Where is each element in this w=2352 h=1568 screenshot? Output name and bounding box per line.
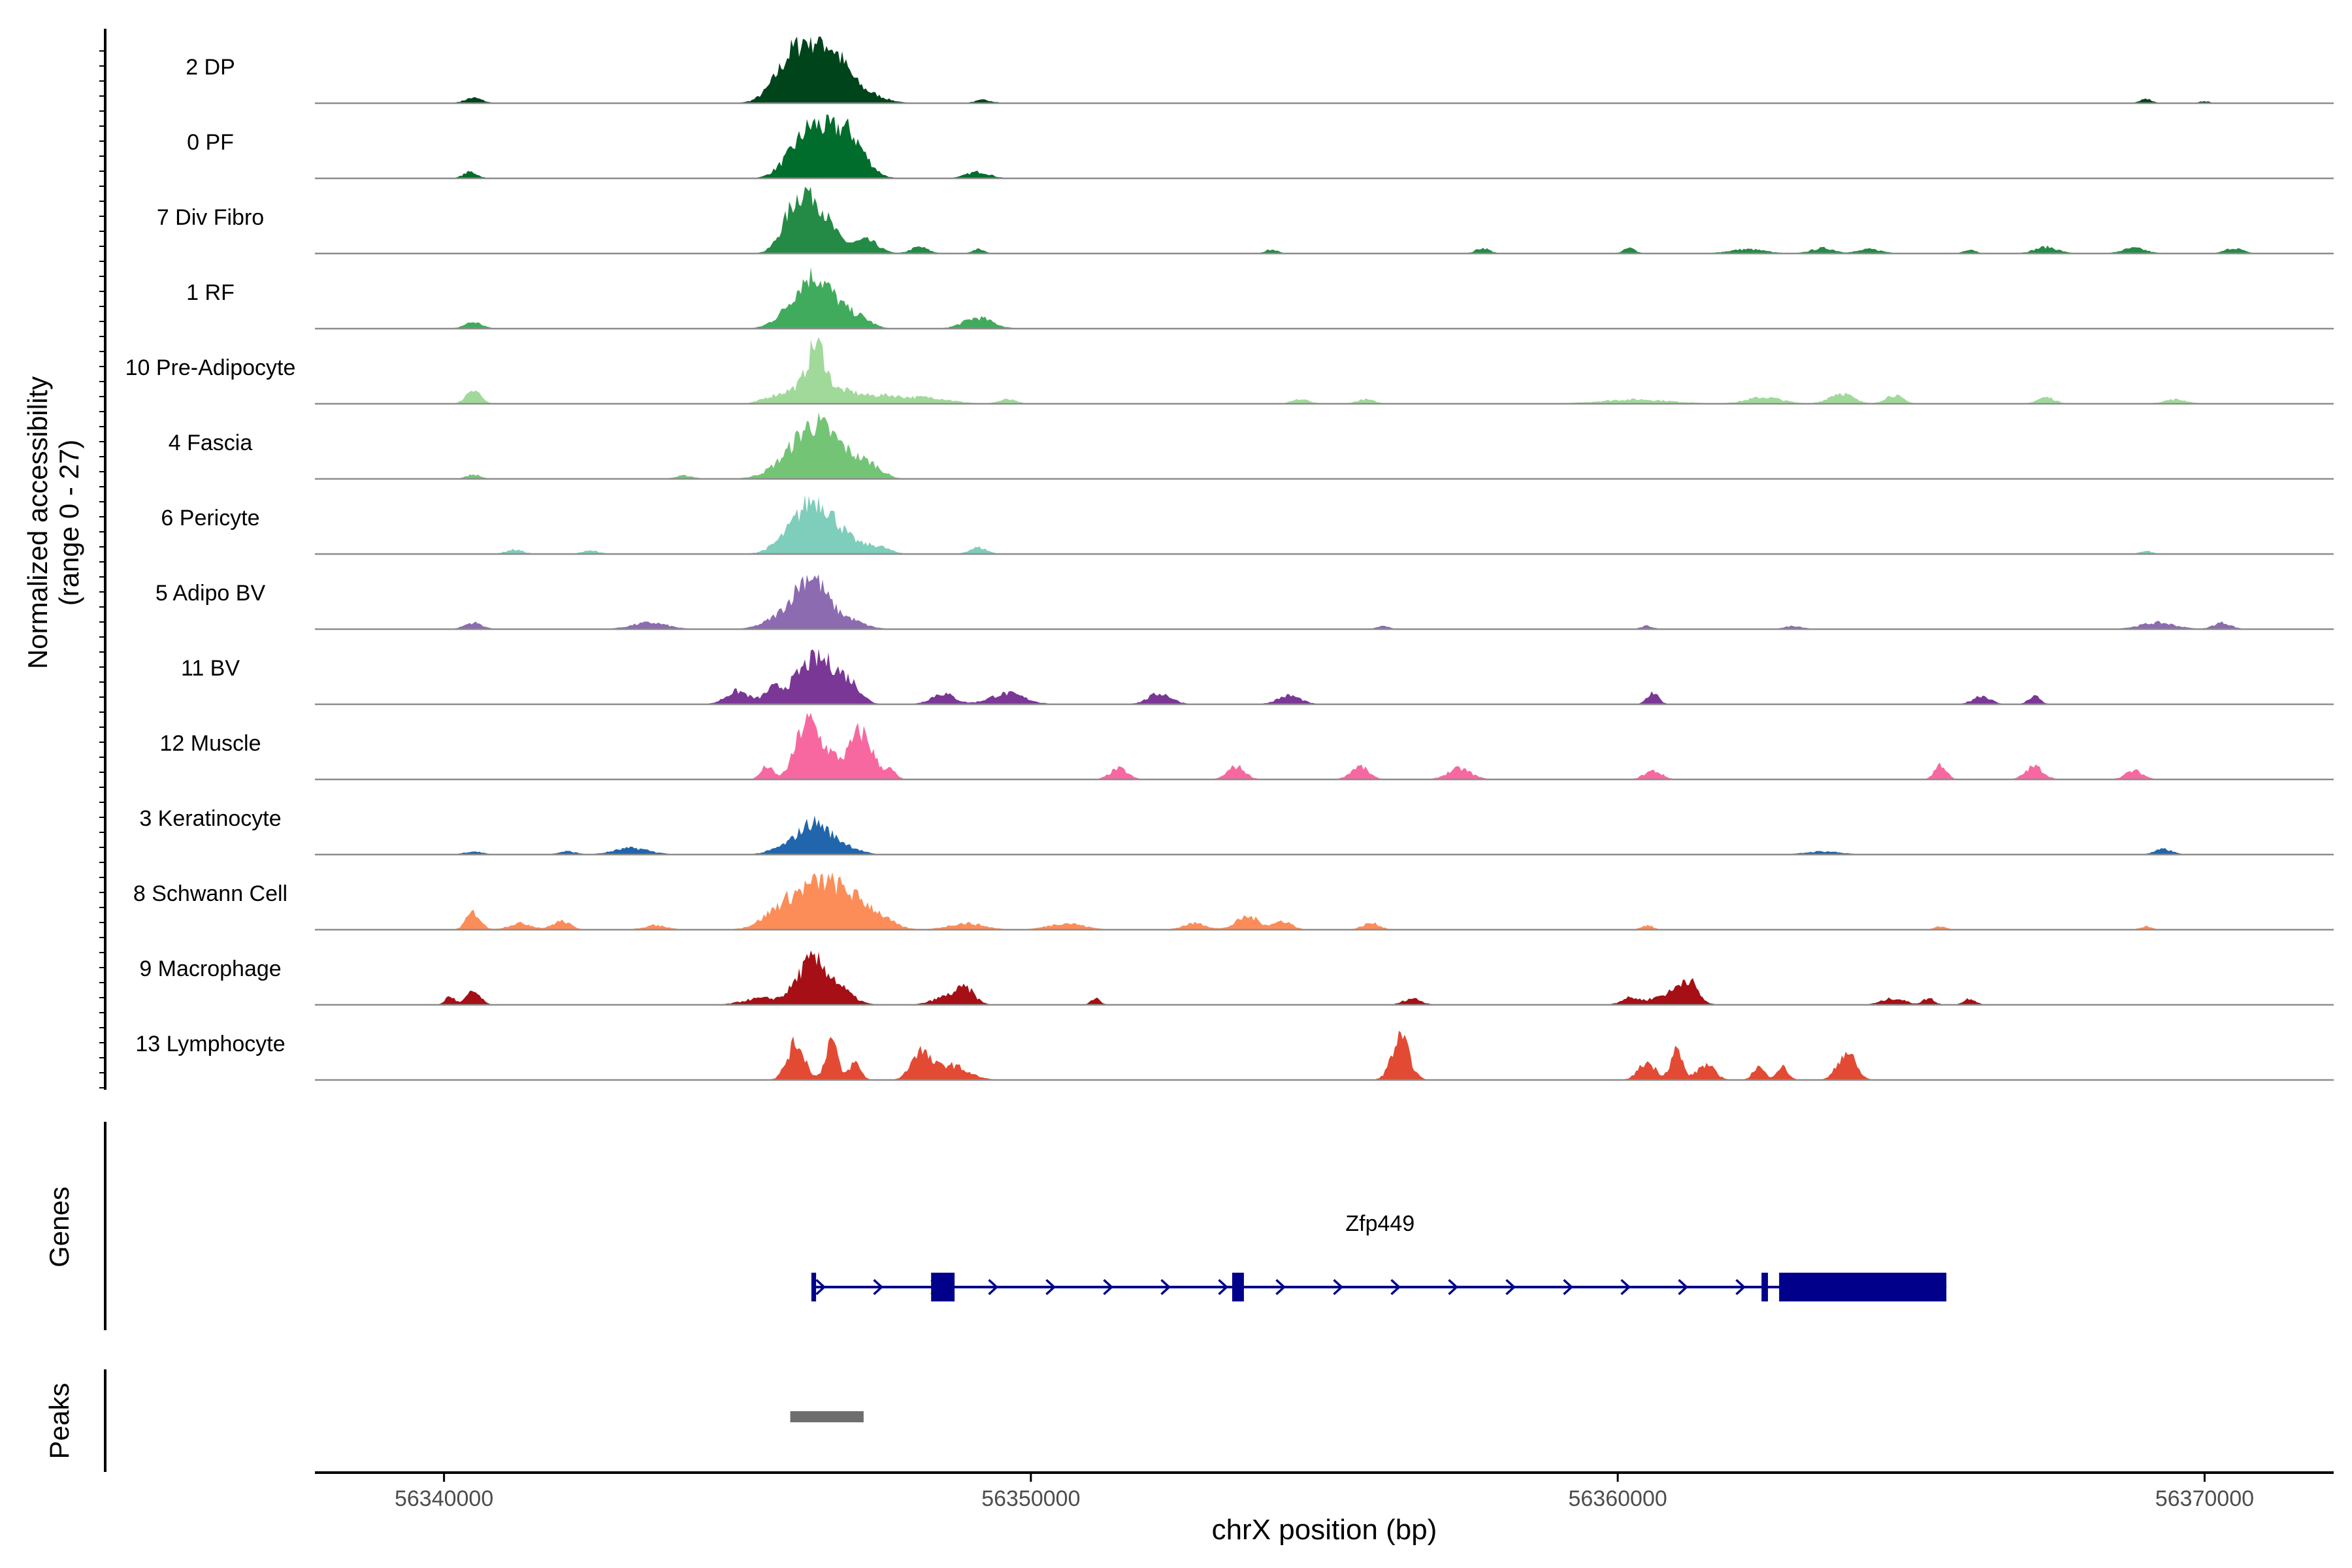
y-axis-label-line2: (range 0 - 27) bbox=[54, 440, 84, 606]
x-tick-label: 56370000 bbox=[2155, 1486, 2254, 1511]
track-label: 13 Lymphocyte bbox=[135, 1032, 285, 1056]
x-axis-label: chrX position (bp) bbox=[1212, 1514, 1437, 1546]
coverage-area bbox=[315, 574, 2334, 629]
track-label: 0 PF bbox=[187, 130, 234, 155]
strand-arrow bbox=[1333, 1279, 1344, 1296]
strand-arrow bbox=[1160, 1279, 1171, 1296]
coverage-area bbox=[315, 1030, 2334, 1080]
x-axis: chrX position (bp) 56340000 56350000 56360… bbox=[315, 1471, 2334, 1546]
strand-arrow bbox=[1505, 1279, 1516, 1296]
coverage-area bbox=[315, 648, 2334, 704]
strand-arrow bbox=[1390, 1279, 1401, 1296]
coverage-area bbox=[315, 950, 2334, 1005]
track-13: 9 Macrophage bbox=[139, 950, 2334, 1006]
strand-arrow bbox=[1678, 1279, 1689, 1296]
x-tick-label: 56350000 bbox=[981, 1486, 1080, 1511]
track-2: 0 PF bbox=[187, 114, 2334, 180]
track-label: 4 Fascia bbox=[169, 431, 253, 455]
strand-arrow bbox=[1218, 1279, 1229, 1296]
gene-exon bbox=[1779, 1273, 1947, 1301]
coverage-area bbox=[315, 495, 2334, 554]
coverage-area bbox=[315, 713, 2334, 779]
peaks-panel: Peaks bbox=[44, 1369, 864, 1472]
coverage-area bbox=[315, 267, 2334, 329]
track-label: 10 Pre-Adipocyte bbox=[125, 355, 296, 380]
track-4: 1 RF bbox=[186, 267, 2334, 330]
track-label: 1 RF bbox=[186, 280, 235, 305]
strand-arrow bbox=[873, 1279, 884, 1296]
track-5: 10 Pre-Adipocyte bbox=[125, 337, 2334, 405]
track-label: 9 Macrophage bbox=[139, 956, 281, 981]
track-label: 11 BV bbox=[181, 656, 240, 681]
track-7: 6 Pericyte bbox=[161, 495, 2334, 555]
gene-exon bbox=[811, 1273, 817, 1301]
coverage-area bbox=[315, 37, 2334, 103]
strand-arrow bbox=[1275, 1279, 1286, 1296]
track-label: 3 Keratinocyte bbox=[139, 806, 281, 831]
strand-arrow bbox=[815, 1279, 826, 1296]
gene-name-label: Zfp449 bbox=[1345, 1211, 1414, 1236]
track-3: 7 Div Fibro bbox=[157, 187, 2334, 255]
strand-arrow bbox=[1563, 1279, 1574, 1296]
strand-arrow bbox=[1735, 1279, 1746, 1296]
track-1: 2 DP bbox=[186, 37, 2334, 105]
gene-exon bbox=[1761, 1273, 1769, 1301]
peak-region bbox=[790, 1411, 864, 1422]
strand-arrow bbox=[1103, 1279, 1114, 1296]
gene-exon bbox=[931, 1273, 955, 1301]
coverage-area bbox=[315, 187, 2334, 253]
track-label: 2 DP bbox=[186, 55, 235, 80]
coverage-area bbox=[315, 337, 2334, 404]
coverage-tracks: 2 DP 0 PF 7 Div Fibro 1 RF 10 Pre-Adipocyte 4… bbox=[125, 37, 2334, 1081]
track-12: 8 Schwann Cell bbox=[133, 872, 2334, 931]
track-9: 11 BV bbox=[181, 648, 2334, 706]
y-axis bbox=[99, 29, 106, 1090]
track-label: 12 Muscle bbox=[160, 731, 261, 756]
track-11: 3 Keratinocyte bbox=[139, 806, 2334, 856]
strand-arrow bbox=[1448, 1279, 1459, 1296]
genes-panel: Genes Zfp449 bbox=[44, 1122, 1947, 1330]
track-label: 6 Pericyte bbox=[161, 506, 259, 531]
track-label: 5 Adipo BV bbox=[155, 581, 266, 606]
peaks-panel-label: Peaks bbox=[44, 1383, 74, 1460]
gene-exon bbox=[1232, 1273, 1244, 1301]
coverage-area bbox=[315, 872, 2334, 930]
y-axis-label-line1: Normalized accessibility bbox=[22, 376, 53, 669]
coverage-area bbox=[315, 114, 2334, 178]
track-14: 13 Lymphocyte bbox=[135, 1030, 2334, 1081]
coverage-area bbox=[315, 412, 2334, 479]
x-tick-label: 56340000 bbox=[395, 1486, 493, 1511]
strand-arrow bbox=[1045, 1279, 1056, 1296]
x-tick-label: 56360000 bbox=[1568, 1486, 1667, 1511]
track-label: 7 Div Fibro bbox=[157, 205, 264, 230]
genes-panel-label: Genes bbox=[44, 1186, 74, 1267]
coverage-area bbox=[315, 815, 2334, 855]
track-label: 8 Schwann Cell bbox=[133, 881, 287, 906]
track-10: 12 Muscle bbox=[160, 713, 2334, 781]
strand-arrow bbox=[988, 1279, 999, 1296]
track-6: 4 Fascia bbox=[169, 412, 2334, 480]
track-8: 5 Adipo BV bbox=[155, 574, 2334, 630]
strand-arrow bbox=[1620, 1279, 1631, 1296]
